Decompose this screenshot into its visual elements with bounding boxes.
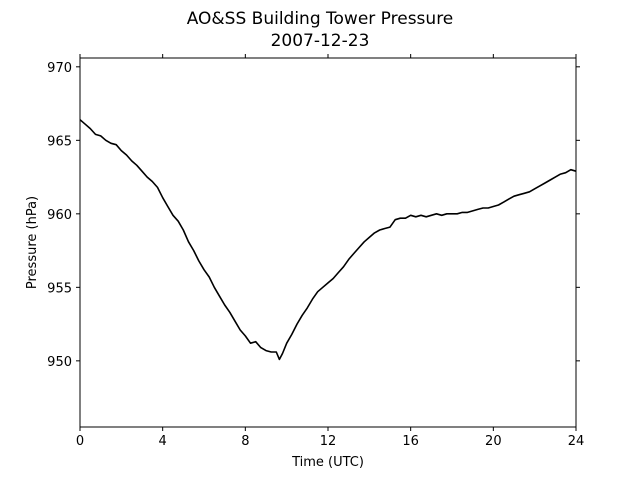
axis-ticks: 0 4 8 12 16 20 24 950 955 960 965 970	[47, 54, 584, 449]
y-tick-label: 960	[47, 208, 72, 223]
y-tick-label: 965	[47, 134, 72, 149]
x-tick-label: 24	[568, 434, 585, 449]
x-tick-label: 20	[485, 434, 502, 449]
chart-title: AO&SS Building Tower Pressure	[187, 9, 454, 29]
x-tick-label: 8	[241, 434, 249, 449]
x-tick-label: 0	[76, 434, 84, 449]
series-line-0	[79, 119, 577, 361]
y-tick-label: 970	[47, 61, 72, 76]
y-axis-label: Pressure (hPa)	[25, 196, 40, 289]
plot-area	[79, 119, 577, 361]
x-tick-label: 12	[320, 434, 337, 449]
y-tick-label: 950	[47, 355, 72, 370]
y-tick-label: 955	[47, 281, 72, 296]
plot-frame	[79, 57, 577, 428]
x-tick-label: 4	[159, 434, 167, 449]
chart-subtitle: 2007-12-23	[271, 31, 370, 51]
x-tick-label: 16	[402, 434, 419, 449]
x-axis-label: Time (UTC)	[291, 455, 364, 470]
